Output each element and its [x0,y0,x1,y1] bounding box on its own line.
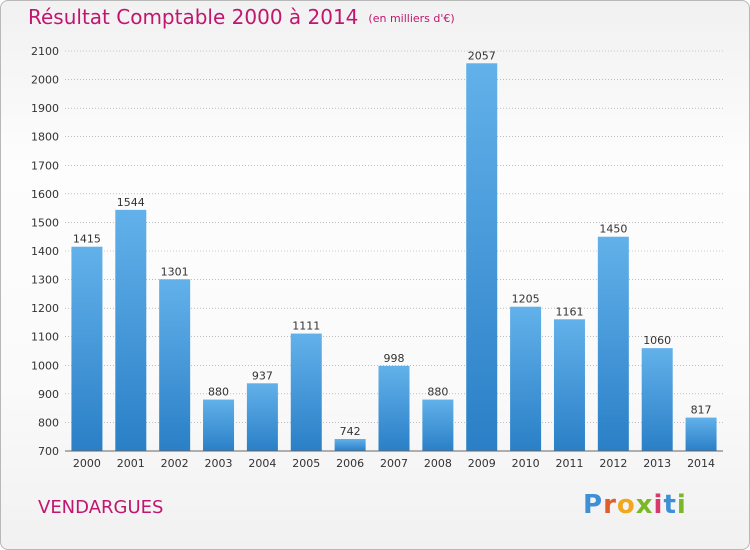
bar-2005 [290,333,322,451]
value-label-2013: 1060 [643,334,671,347]
y-tick-label: 1600 [31,188,59,201]
value-label-2010: 1205 [512,293,540,306]
chart-title-block: Résultat Comptable 2000 à 2014 (en millie… [28,5,455,29]
bar-2010 [510,306,542,451]
bar-2009 [466,63,498,452]
bar-2012 [597,236,629,451]
y-tick-label: 1700 [31,159,59,172]
y-tick-label: 800 [38,416,59,429]
bar-2003 [203,399,235,451]
x-axis-ticks: 2000 2001 2002 2003 2004 2005 2006 2007 2008 2009… [73,457,715,470]
y-axis-ticks: 700 800 900 1000 1100 1200 1300 1400 1500 1600 170… [31,45,59,458]
x-tick-label-2005: 2005 [292,457,320,470]
value-label-2000: 1415 [73,233,101,246]
value-label-2005: 1111 [292,320,320,333]
bar-2014 [685,417,717,451]
y-tick-label: 1800 [31,131,59,144]
y-tick-label: 900 [38,388,59,401]
y-tick-label: 700 [38,445,59,458]
value-label-2012: 1450 [599,223,627,236]
value-label-2006: 742 [340,425,361,438]
chart-title: Résultat Comptable 2000 à 2014 [28,5,359,29]
value-label-2008: 880 [427,386,448,399]
bar-2008 [422,399,454,451]
value-label-2014: 817 [691,404,712,417]
x-tick-label-2014: 2014 [687,457,715,470]
y-tick-label: 1100 [31,331,59,344]
x-tick-label-2006: 2006 [336,457,364,470]
x-tick-label-2013: 2013 [643,457,671,470]
x-tick-label-2001: 2001 [117,457,145,470]
x-tick-label-2002: 2002 [161,457,189,470]
bar-2013 [641,348,673,451]
y-tick-label: 1200 [31,302,59,315]
x-tick-label-2009: 2009 [468,457,496,470]
y-tick-label: 2100 [31,45,59,58]
value-label-2007: 998 [384,352,405,365]
value-label-2009: 2057 [468,49,496,62]
y-tick-label: 1900 [31,102,59,115]
x-tick-label-2012: 2012 [599,457,627,470]
x-tick-label-2011: 2011 [555,457,583,470]
bar-2006 [334,439,366,451]
city-name: VENDARGUES [38,497,164,518]
x-tick-label-2004: 2004 [248,457,276,470]
x-tick-label-2003: 2003 [205,457,233,470]
x-tick-label-2010: 2010 [512,457,540,470]
y-tick-label: 1400 [31,245,59,258]
y-tick-label: 1500 [31,216,59,229]
logo-letter: P [583,490,604,520]
logo-letter: o [616,490,636,520]
value-label-2001: 1544 [117,196,145,209]
bar-2007 [378,365,410,451]
logo-letter: t [663,490,677,520]
y-tick-label: 1300 [31,274,59,287]
bar-2011 [553,319,585,451]
y-tick-label: 1000 [31,359,59,372]
bar-2000 [71,246,103,451]
value-label-2003: 880 [208,386,229,399]
chart-unit: (en milliers d'€) [368,12,455,25]
logo-letter: x [635,490,654,520]
x-tick-label-2000: 2000 [73,457,101,470]
logo-letter: i [676,490,687,520]
bar-2002 [159,279,191,451]
bar-2001 [115,209,147,451]
bars [71,63,717,452]
logo-letter: r [603,490,617,520]
value-labels: 1415 1544 1301 880 937 1111 742 998 880 2057 1205 1… [73,49,712,438]
value-label-2002: 1301 [161,265,189,278]
value-label-2004: 937 [252,369,273,382]
x-tick-label-2008: 2008 [424,457,452,470]
x-tick-label-2007: 2007 [380,457,408,470]
proxiti-logo: Proxiti [583,490,687,520]
value-label-2011: 1161 [555,305,583,318]
bar-2004 [246,383,278,451]
y-tick-label: 2000 [31,74,59,87]
logo-letter: i [653,490,664,520]
